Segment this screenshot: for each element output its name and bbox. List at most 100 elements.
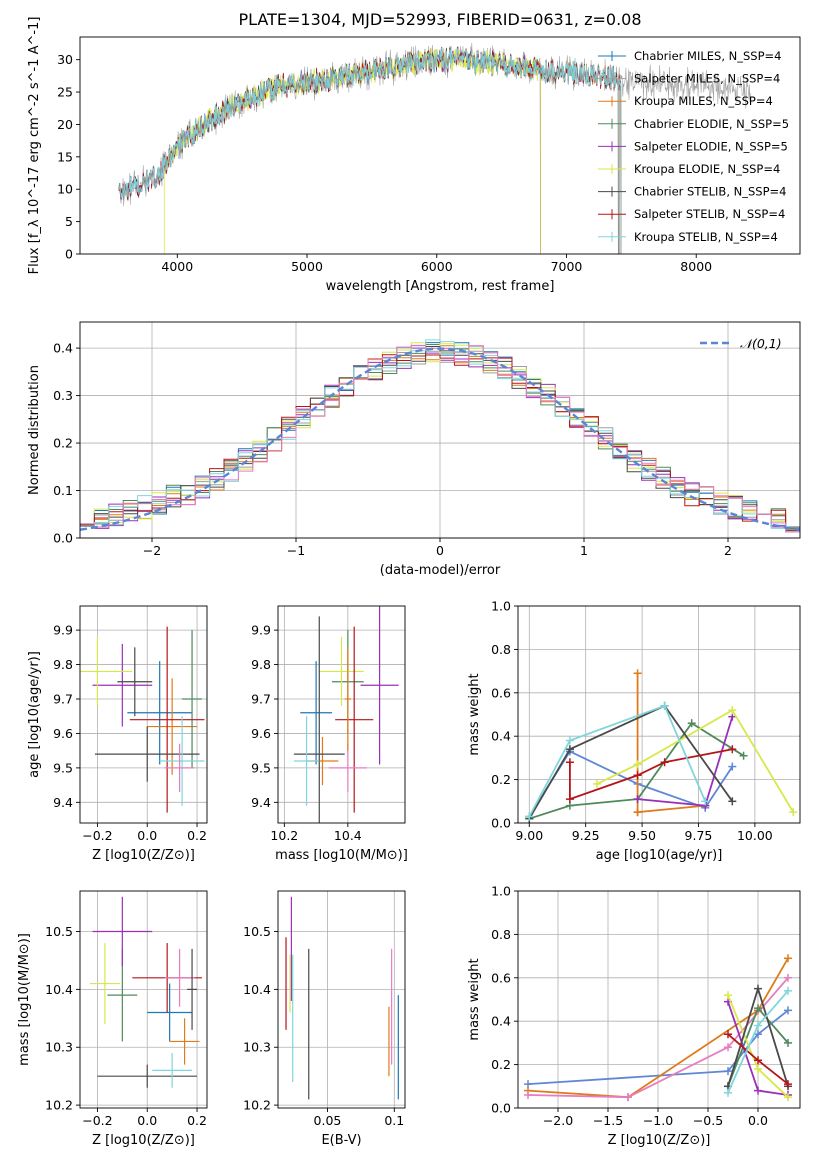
y-tick-label: 10.4	[45, 982, 73, 997]
plot-area-weight_vs_Z	[524, 954, 792, 1102]
panel-age_vs_mass: 10.2 10.4 9.4 9.5 9.6 9.7 9.8 9.9 mass [log10(M/…	[251, 605, 408, 863]
legend-label: Salpeter ELODIE, N_SSP=5	[634, 139, 788, 153]
legend-label: Chabrier STELIB, N_SSP=4	[634, 185, 786, 199]
y-tick-label: 9.6	[251, 726, 271, 741]
y-tick-label: 9.4	[251, 795, 271, 810]
x-tick-label: 0.2	[187, 828, 207, 843]
y-tick-label: 0.8	[491, 642, 511, 657]
x-tick-label: −1.5	[593, 1113, 623, 1128]
x-tick-label: 0.0	[137, 1113, 157, 1128]
x-tick-label: 6000	[421, 259, 453, 274]
x-axis-label: Z [log10(Z/Z⊙)]	[92, 1133, 195, 1148]
plot-area-weight_vs_age	[525, 669, 798, 823]
panel-weight_vs_Z: −2.0 −1.5 −1.0 −0.5 0.0 0.0 0.2 0.4 0.6 0.8 1.0 Z […	[467, 884, 801, 1148]
panel-mass_vs_ebv: 0.05 0.1 10.2 10.3 10.4 10.5 E(B-V)	[243, 890, 406, 1148]
x-axis-label: (data-model)/error	[380, 563, 501, 578]
plot-area-age_vs_mass	[293, 606, 399, 823]
y-tick-label: 0.6	[491, 970, 511, 985]
normal-curve	[80, 347, 800, 531]
y-tick-label: 9.9	[53, 623, 73, 638]
axes-frame	[517, 605, 801, 824]
plot-area-residuals	[80, 339, 800, 533]
y-tick-label: 25	[57, 85, 73, 100]
x-axis-label: age [log10(age/yr)]	[596, 848, 723, 863]
panel-weight_vs_age: 9.00 9.25 9.50 9.75 10.00 0.0 0.2 0.4 0.6 0.8 1.0 a…	[467, 599, 801, 863]
y-tick-label: 10.3	[243, 1040, 271, 1055]
x-tick-label: 0.2	[187, 1113, 207, 1128]
y-tick-label: 10.2	[45, 1098, 73, 1113]
y-tick-label: 0.4	[53, 341, 73, 356]
y-tick-label: 1.0	[491, 884, 511, 899]
residual-histogram	[80, 354, 800, 532]
y-tick-label: 9.7	[53, 692, 73, 707]
y-tick-label: 20	[57, 117, 73, 132]
panel-residuals: −2 −1 0 1 2 0.0 0.1 0.2 0.3 0.4 (data-model)/error…	[27, 321, 801, 578]
axes-frame	[79, 36, 801, 255]
y-tick-label: 0.2	[491, 772, 511, 787]
x-tick-label: 10.4	[334, 828, 362, 843]
y-tick-label: 9.8	[53, 657, 73, 672]
y-tick-label: 9.5	[251, 760, 271, 775]
y-tick-label: 0.0	[491, 1101, 511, 1116]
y-tick-label: 10.3	[45, 1040, 73, 1055]
x-tick-label: 2	[724, 543, 732, 558]
weight-series-line	[528, 704, 734, 820]
x-tick-label: 5000	[291, 259, 323, 274]
panel-spectrum: 4000 5000 6000 7000 8000 0 5 10 15 20 25 30 waveleng…	[27, 17, 801, 294]
legend-label: Salpeter STELIB, N_SSP=4	[634, 207, 785, 221]
legend-label: 𝒩(0,1)	[740, 336, 782, 351]
x-tick-label: 0	[436, 543, 444, 558]
x-axis-label: Z [log10(Z/Z⊙)]	[92, 848, 195, 863]
figure-title: PLATE=1304, MJD=52993, FIBERID=0631, z=0…	[238, 10, 642, 29]
x-tick-label: −1	[287, 543, 305, 558]
x-tick-label: 8000	[680, 259, 712, 274]
x-axis-label: wavelength [Angstrom, rest frame]	[326, 279, 555, 294]
plot-area-mass_vs_Z	[89, 896, 203, 1088]
y-tick-label: 9.7	[251, 692, 271, 707]
x-tick-label: 10.2	[270, 828, 298, 843]
y-axis-label: Normed distribution	[27, 365, 42, 495]
axes-frame	[79, 890, 208, 1109]
y-tick-label: 15	[57, 149, 73, 164]
x-tick-label: 0.0	[137, 828, 157, 843]
x-axis-label: Z [log10(Z/Z⊙)]	[608, 1133, 711, 1148]
axes-frame	[277, 890, 406, 1109]
weight-series-line	[636, 673, 706, 814]
x-tick-label: 10.00	[737, 828, 773, 843]
panel-age_vs_Z: −0.2 0.0 0.2 9.4 9.5 9.6 9.7 9.8 9.9 Z [log10(Z/Z…	[27, 605, 208, 863]
legend-label: Salpeter MILES, N_SSP=4	[634, 72, 780, 86]
x-tick-label: −1.0	[643, 1113, 673, 1128]
weight-series-line	[637, 716, 734, 807]
y-tick-label: 1.0	[491, 599, 511, 614]
y-tick-label: 10.5	[45, 924, 73, 939]
y-tick-label: 10.5	[243, 924, 271, 939]
y-tick-label: 10	[57, 182, 73, 197]
weight-series-line	[527, 957, 789, 1099]
legend-label: Chabrier ELODIE, N_SSP=5	[634, 117, 789, 131]
residual-histogram	[80, 342, 800, 531]
y-tick-label: 9.4	[53, 795, 73, 810]
y-axis-label: Flux [f_λ 10^-17 erg cm^-2 s^-1 A^-1]	[27, 17, 42, 275]
y-tick-label: 0.1	[53, 483, 73, 498]
residual-histogram	[80, 339, 800, 532]
y-tick-label: 0.0	[491, 816, 511, 831]
y-tick-label: 10.4	[243, 982, 271, 997]
panel-mass_vs_Z: −0.2 0.0 0.2 10.2 10.3 10.4 10.5 Z [log10(Z/Z⊙)…	[17, 890, 208, 1148]
legend-label: Chabrier MILES, N_SSP=4	[634, 49, 781, 63]
x-tick-label: −0.2	[82, 828, 112, 843]
legend-label: Kroupa ELODIE, N_SSP=4	[634, 162, 780, 176]
weight-series-line	[596, 708, 794, 813]
weight-series-line	[527, 1009, 789, 1085]
axes-frame	[79, 605, 208, 824]
x-axis-label: E(B-V)	[321, 1133, 361, 1148]
x-tick-label: −0.2	[82, 1113, 112, 1128]
y-axis-label: mass weight	[467, 958, 482, 1040]
x-tick-label: 9.00	[515, 828, 543, 843]
axes-frame	[517, 890, 801, 1109]
spectrum-legend: Chabrier MILES, N_SSP=4 Salpeter MILES, N…	[598, 49, 789, 244]
y-tick-label: 0.4	[491, 1014, 511, 1029]
y-tick-label: 10.2	[243, 1098, 271, 1113]
weight-series-line	[527, 977, 789, 1099]
y-tick-label: 0.2	[491, 1057, 511, 1072]
x-tick-label: 0.1	[384, 1113, 404, 1128]
